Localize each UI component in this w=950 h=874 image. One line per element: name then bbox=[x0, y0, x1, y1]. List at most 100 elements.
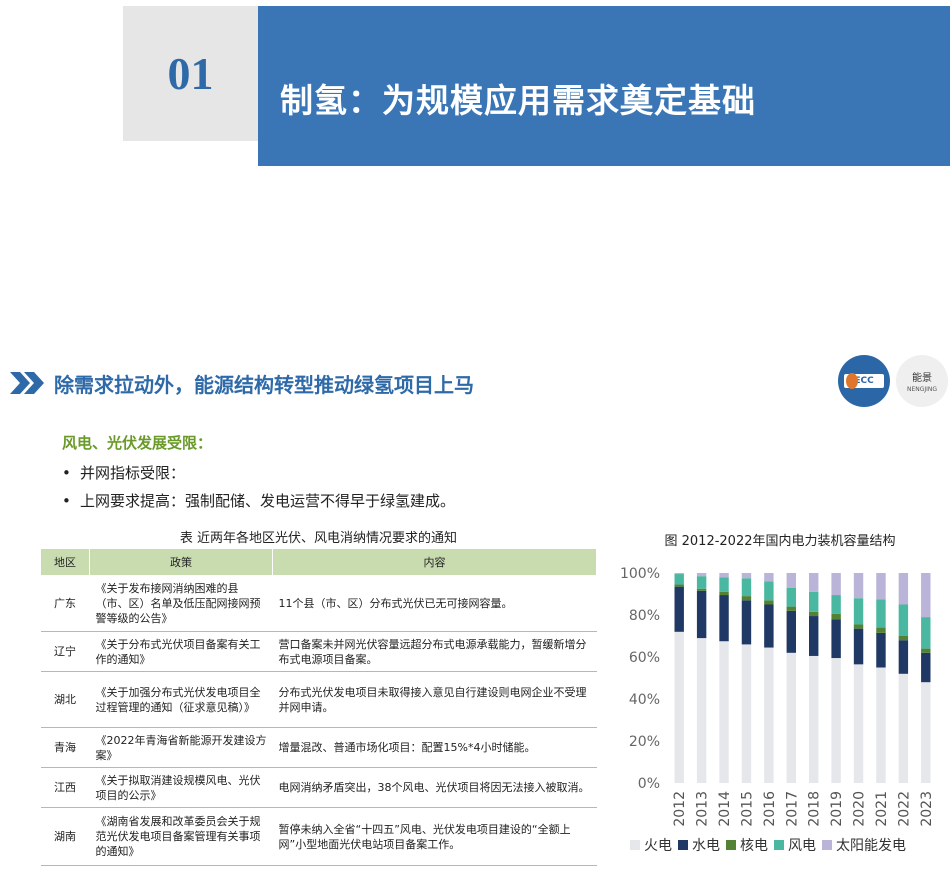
bar-segment bbox=[696, 638, 707, 783]
bar-segment bbox=[741, 644, 752, 783]
subheading: 风电、光伏发展受限： bbox=[62, 434, 213, 452]
cell-region: 青海 bbox=[40, 727, 90, 768]
bar-segment bbox=[786, 573, 796, 588]
bar-segment bbox=[831, 595, 841, 614]
bar-segment bbox=[921, 652, 931, 683]
legend-item: 风电 bbox=[774, 835, 816, 855]
bar-segment bbox=[741, 596, 752, 601]
capacity-structure-chart: 0% 20% 40% 60% 80% 100% 2012 2013 2014 2015 2016 20… bbox=[620, 566, 935, 827]
header-region: 地区 bbox=[40, 548, 90, 576]
bar-segment bbox=[921, 617, 931, 649]
bar-segment bbox=[696, 573, 707, 577]
bar-segment bbox=[898, 604, 909, 636]
bar-segment bbox=[898, 673, 909, 783]
nengjing-logo-text: 能景 bbox=[912, 373, 932, 384]
cell-policy: 《湖南省发展和改革委员会关于规范光伏发电项目备案管理有关事项的通知》 bbox=[89, 807, 273, 866]
y-tick-label: 40% bbox=[629, 692, 660, 708]
bar-segment bbox=[876, 627, 886, 633]
cell-region: 湖南 bbox=[40, 807, 90, 866]
legend-item: 核电 bbox=[726, 835, 768, 855]
legend-item: 太阳能发电 bbox=[822, 835, 906, 855]
bar-segment bbox=[674, 586, 684, 632]
policy-table: 地区 政策 内容 广东 《关于发布接网消纳困难的县（市、区）名单及低压配网接网预… bbox=[40, 548, 597, 866]
header-content: 内容 bbox=[272, 548, 597, 576]
nengjing-logo-subtext: NENGJING bbox=[906, 386, 938, 393]
bar-segment bbox=[764, 581, 774, 601]
section-heading: 除需求拉动外，能源结构转型推动绿氢项目上马 bbox=[8, 368, 474, 398]
bar-segment bbox=[741, 573, 752, 579]
cell-policy: 《关于分布式光伏项目备案有关工作的通知》 bbox=[89, 631, 273, 672]
cell-content: 分布式光伏发电项目未取得接入意见自行建设则电网企业不受理并网申请。 bbox=[272, 671, 597, 728]
bar-segment bbox=[741, 600, 752, 645]
bullet-dot: • bbox=[62, 464, 71, 482]
table-row: 湖南 《湖南省发展和改革委员会关于规范光伏发电项目备案管理有关事项的通知》 暂停… bbox=[40, 807, 597, 866]
cell-policy: 《关于发布接网消纳困难的县（市、区）名单及低压配网接网预警等级的公告》 bbox=[89, 575, 273, 632]
x-tick-label: 2018 bbox=[807, 791, 823, 827]
bullet-item: • 上网要求提高：强制配储、发电运营不得早于绿氢建成。 bbox=[62, 490, 455, 511]
bar-segment bbox=[719, 641, 729, 783]
bar-segment bbox=[853, 624, 864, 629]
bar-segment bbox=[719, 595, 729, 642]
y-tick-label: 0% bbox=[638, 776, 660, 792]
cell-content: 11个县（市、区）分布式光伏已无可接网容量。 bbox=[272, 575, 597, 632]
bullet-text: 上网要求提高：强制配储、发电运营不得早于绿氢建成。 bbox=[80, 492, 456, 510]
bar-segment bbox=[831, 658, 841, 783]
bar-segment bbox=[786, 652, 796, 783]
bar-segment bbox=[809, 616, 819, 656]
page-title: 制氢：为规模应用需求奠定基础 bbox=[280, 81, 756, 120]
bar-segment bbox=[719, 573, 729, 578]
legend-label: 风电 bbox=[788, 838, 816, 854]
cell-region: 广东 bbox=[40, 575, 90, 632]
legend-label: 核电 bbox=[740, 838, 768, 854]
bar-segment bbox=[876, 632, 886, 668]
cell-policy: 《关于拟取消建设规模风电、光伏项目的公示》 bbox=[89, 767, 273, 808]
bar-segment bbox=[809, 591, 819, 612]
bar-segment bbox=[719, 577, 729, 592]
table-caption: 表 近两年各地区光伏、风电消纳情况要求的通知 bbox=[179, 531, 458, 546]
bar-segment bbox=[831, 619, 841, 659]
legend-swatch bbox=[822, 840, 832, 850]
x-tick-label: 2016 bbox=[762, 791, 778, 827]
table-row: 湖北 《关于加强分布式光伏发电项目全过程管理的通知（征求意见稿）》 分布式光伏发… bbox=[40, 671, 597, 728]
bar-segment bbox=[876, 573, 886, 600]
cell-content: 营口备案未并网光伏容量远超分布式电源承载能力，暂缓新增分布式电源项目备案。 bbox=[272, 631, 597, 672]
legend-swatch bbox=[630, 840, 640, 850]
bullet-item: • 并网指标受限： bbox=[62, 462, 185, 483]
legend-swatch bbox=[726, 840, 736, 850]
x-tick-label: 2012 bbox=[672, 791, 688, 827]
bar-segment bbox=[921, 573, 931, 618]
bar-segment bbox=[764, 604, 774, 648]
bar-segment bbox=[898, 640, 909, 674]
bar-segment bbox=[898, 573, 909, 605]
x-tick-label: 2023 bbox=[919, 791, 935, 827]
cell-content: 增量混改、普通市场化项目：配置15%*4小时储能。 bbox=[272, 727, 597, 768]
bar-segment bbox=[809, 611, 819, 617]
bar-segment bbox=[764, 600, 774, 605]
bar-segment bbox=[786, 587, 796, 607]
bar-segment bbox=[853, 628, 864, 665]
y-tick-label: 80% bbox=[629, 608, 660, 624]
cell-region: 江西 bbox=[40, 767, 90, 808]
section-title: 除需求拉动外，能源结构转型推动绿氢项目上马 bbox=[54, 372, 474, 397]
y-tick-label: 20% bbox=[629, 734, 660, 750]
x-tick-label: 2013 bbox=[695, 791, 711, 827]
cell-content: 电网消纳矛盾突出，38个风电、光伏项目将因无法接入被取消。 bbox=[272, 767, 597, 808]
bar-segment bbox=[831, 613, 841, 620]
y-tick-label: 100% bbox=[620, 566, 660, 582]
bar-segment bbox=[786, 606, 796, 611]
header-policy: 政策 bbox=[89, 548, 273, 576]
section-number: 01 bbox=[167, 48, 214, 99]
bar-segment bbox=[674, 573, 684, 575]
logo-mark-icon bbox=[846, 373, 858, 389]
cell-region: 湖北 bbox=[40, 671, 90, 728]
nengjing-logo: 能景 NENGJING bbox=[896, 355, 948, 407]
legend-label: 火电 bbox=[644, 838, 672, 854]
table-header-row: 地区 政策 内容 bbox=[40, 548, 597, 576]
bar-segment bbox=[853, 664, 864, 783]
ecc-logo: ECC bbox=[838, 355, 890, 407]
table-row: 青海 《2022年青海省新能源开发建设方案》 增量混改、普通市场化项目：配置15… bbox=[40, 727, 597, 768]
legend-label: 太阳能发电 bbox=[836, 838, 906, 854]
chart-title: 图 2012-2022年国内电力装机容量结构 bbox=[664, 534, 896, 549]
cell-region: 辽宁 bbox=[40, 631, 90, 672]
bar-segment bbox=[696, 576, 707, 589]
